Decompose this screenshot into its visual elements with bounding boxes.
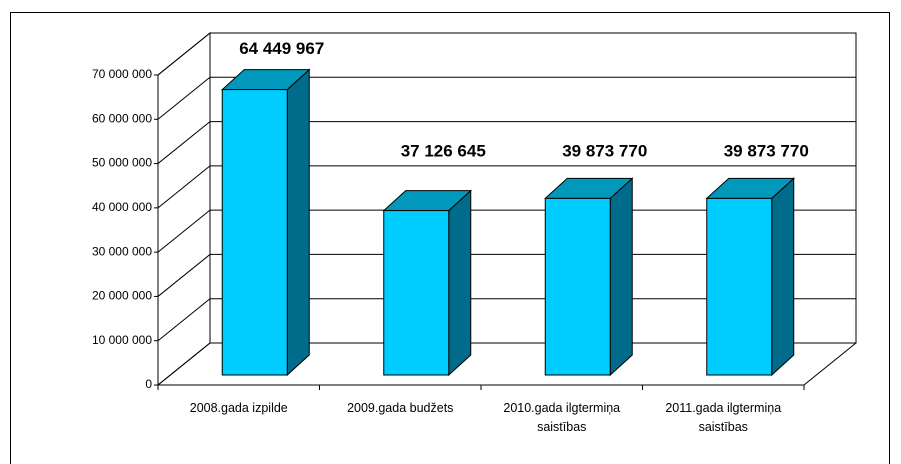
y-tick-label: 50 000 000 (92, 156, 152, 170)
grid-line (157, 209, 856, 253)
grid-line (157, 342, 856, 386)
grid-line (157, 121, 856, 164)
value-label: 39 873 770 (562, 141, 647, 160)
grid-line (157, 76, 856, 120)
grid-line (157, 165, 856, 209)
y-tick-label: 70 000 000 (92, 67, 152, 81)
bar (544, 197, 611, 376)
bar-side (448, 189, 472, 377)
y-tick-label: 20 000 000 (92, 289, 152, 303)
y-tick-label: 60 000 000 (92, 111, 152, 125)
y-tick-label: 0 (145, 377, 152, 391)
bar (706, 197, 773, 376)
y-tick-label: 30 000 000 (92, 244, 152, 258)
x-tick-label: 2009.gada budžets (347, 401, 454, 415)
bar (383, 210, 450, 376)
grid-line (157, 32, 856, 76)
bar-side (286, 68, 310, 377)
x-tick-label: 2008.gada izpilde (189, 401, 288, 415)
chart-border (10, 12, 890, 464)
value-label: 39 873 770 (724, 141, 809, 160)
y-tick-label: 10 000 000 (92, 333, 152, 347)
value-label: 64 449 967 (239, 39, 324, 58)
x-tick-label: 2011.gada ilgtermiņa saistības (665, 401, 782, 434)
x-tick-label: 2010.gada ilgtermiņa saistības (503, 401, 621, 434)
grid-line (157, 298, 856, 342)
bar-side (609, 177, 633, 377)
bar (221, 89, 288, 376)
bar-side (771, 177, 795, 377)
y-tick-label: 40 000 000 (92, 200, 152, 214)
value-label: 37 126 645 (401, 141, 486, 160)
grid-line (157, 253, 856, 297)
